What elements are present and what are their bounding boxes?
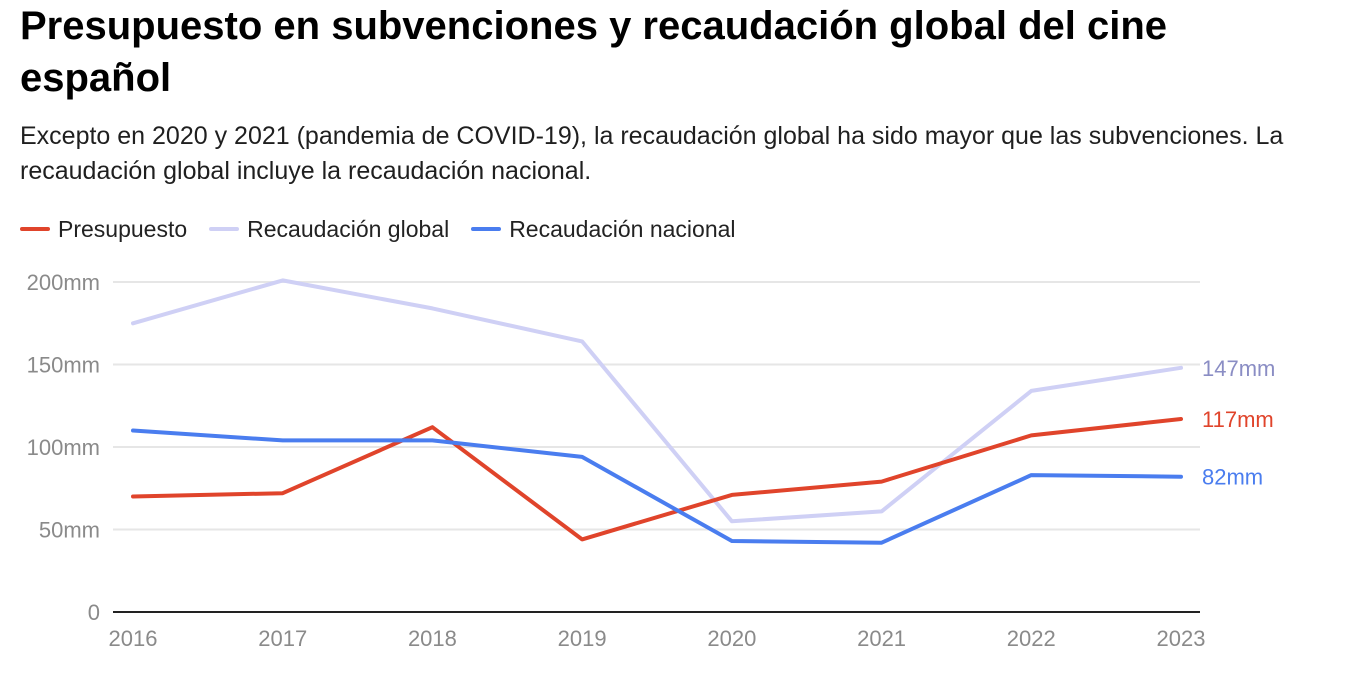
x-tick-label: 2017 (258, 626, 307, 651)
x-tick-label: 2019 (558, 626, 607, 651)
data-point-recaudacion-global (281, 278, 285, 282)
data-point-recaudacion-nacional (1029, 473, 1033, 477)
data-point-recaudacion-nacional (730, 539, 734, 543)
data-point-recaudacion-nacional (580, 455, 584, 459)
legend: Presupuesto Recaudación global Recaudaci… (20, 213, 758, 245)
data-point-recaudacion-global (430, 306, 434, 310)
chart-subtitle: Excepto en 2020 y 2021 (pandemia de COVI… (20, 122, 1284, 185)
data-point-recaudacion-global (880, 509, 884, 513)
legend-label-presupuesto: Presupuesto (58, 215, 188, 242)
data-point-presupuesto (430, 425, 434, 429)
data-point-presupuesto (1179, 417, 1183, 421)
x-tick-label: 2023 (1157, 626, 1206, 651)
x-tick-label: 2020 (707, 626, 756, 651)
end-label-recaudacion-nacional: 82mm (1202, 465, 1263, 490)
legend-item-presupuesto: Presupuesto (20, 216, 187, 243)
data-point-recaudacion-nacional (1179, 475, 1183, 479)
data-point-recaudacion-global (131, 321, 135, 325)
data-point-presupuesto (880, 480, 884, 484)
legend-label-recaudacion-global: Recaudación global (247, 215, 450, 242)
data-point-recaudacion-global (1029, 389, 1033, 393)
data-point-presupuesto (131, 495, 135, 499)
legend-swatch-presupuesto (20, 227, 50, 231)
data-point-recaudacion-global (580, 339, 584, 343)
data-point-recaudacion-global (730, 519, 734, 523)
x-tick-label: 2016 (109, 626, 158, 651)
data-point-recaudacion-nacional (430, 438, 434, 442)
end-label-recaudacion-global: 147mm (1202, 356, 1275, 381)
x-tick-label: 2021 (857, 626, 906, 651)
legend-item-recaudacion-nacional: Recaudación nacional (471, 215, 736, 243)
series-line-recaudacion-nacional (131, 428, 1183, 545)
legend-swatch-recaudacion-nacional (471, 227, 502, 231)
data-point-presupuesto (1029, 433, 1033, 437)
data-point-presupuesto (580, 537, 584, 541)
y-tick-label: 150mm (27, 353, 100, 378)
y-tick-label: 50mm (39, 518, 100, 543)
y-tick-label: 0 (88, 600, 100, 625)
x-tick-label: 2018 (408, 626, 457, 651)
legend-label-recaudacion-nacional: Recaudación nacional (509, 215, 736, 242)
legend-item-recaudacion-global: Recaudación global (209, 216, 449, 243)
series-line-presupuesto (131, 417, 1183, 542)
data-point-recaudacion-nacional (131, 429, 135, 433)
chart-title: Presupuesto en subvenciones y recaudació… (20, 4, 1168, 100)
legend-swatch-recaudacion-global (209, 227, 240, 231)
y-tick-label: 200mm (27, 270, 100, 295)
y-tick-label: 100mm (27, 435, 100, 460)
data-point-recaudacion-nacional (880, 541, 884, 545)
series-line-recaudacion-global (131, 278, 1183, 524)
data-point-recaudacion-global (1179, 366, 1183, 370)
x-tick-label: 2022 (1007, 626, 1056, 651)
data-point-presupuesto (730, 493, 734, 497)
data-point-presupuesto (281, 491, 285, 495)
end-label-presupuesto: 117mm (1202, 407, 1274, 432)
data-point-recaudacion-nacional (281, 438, 285, 442)
